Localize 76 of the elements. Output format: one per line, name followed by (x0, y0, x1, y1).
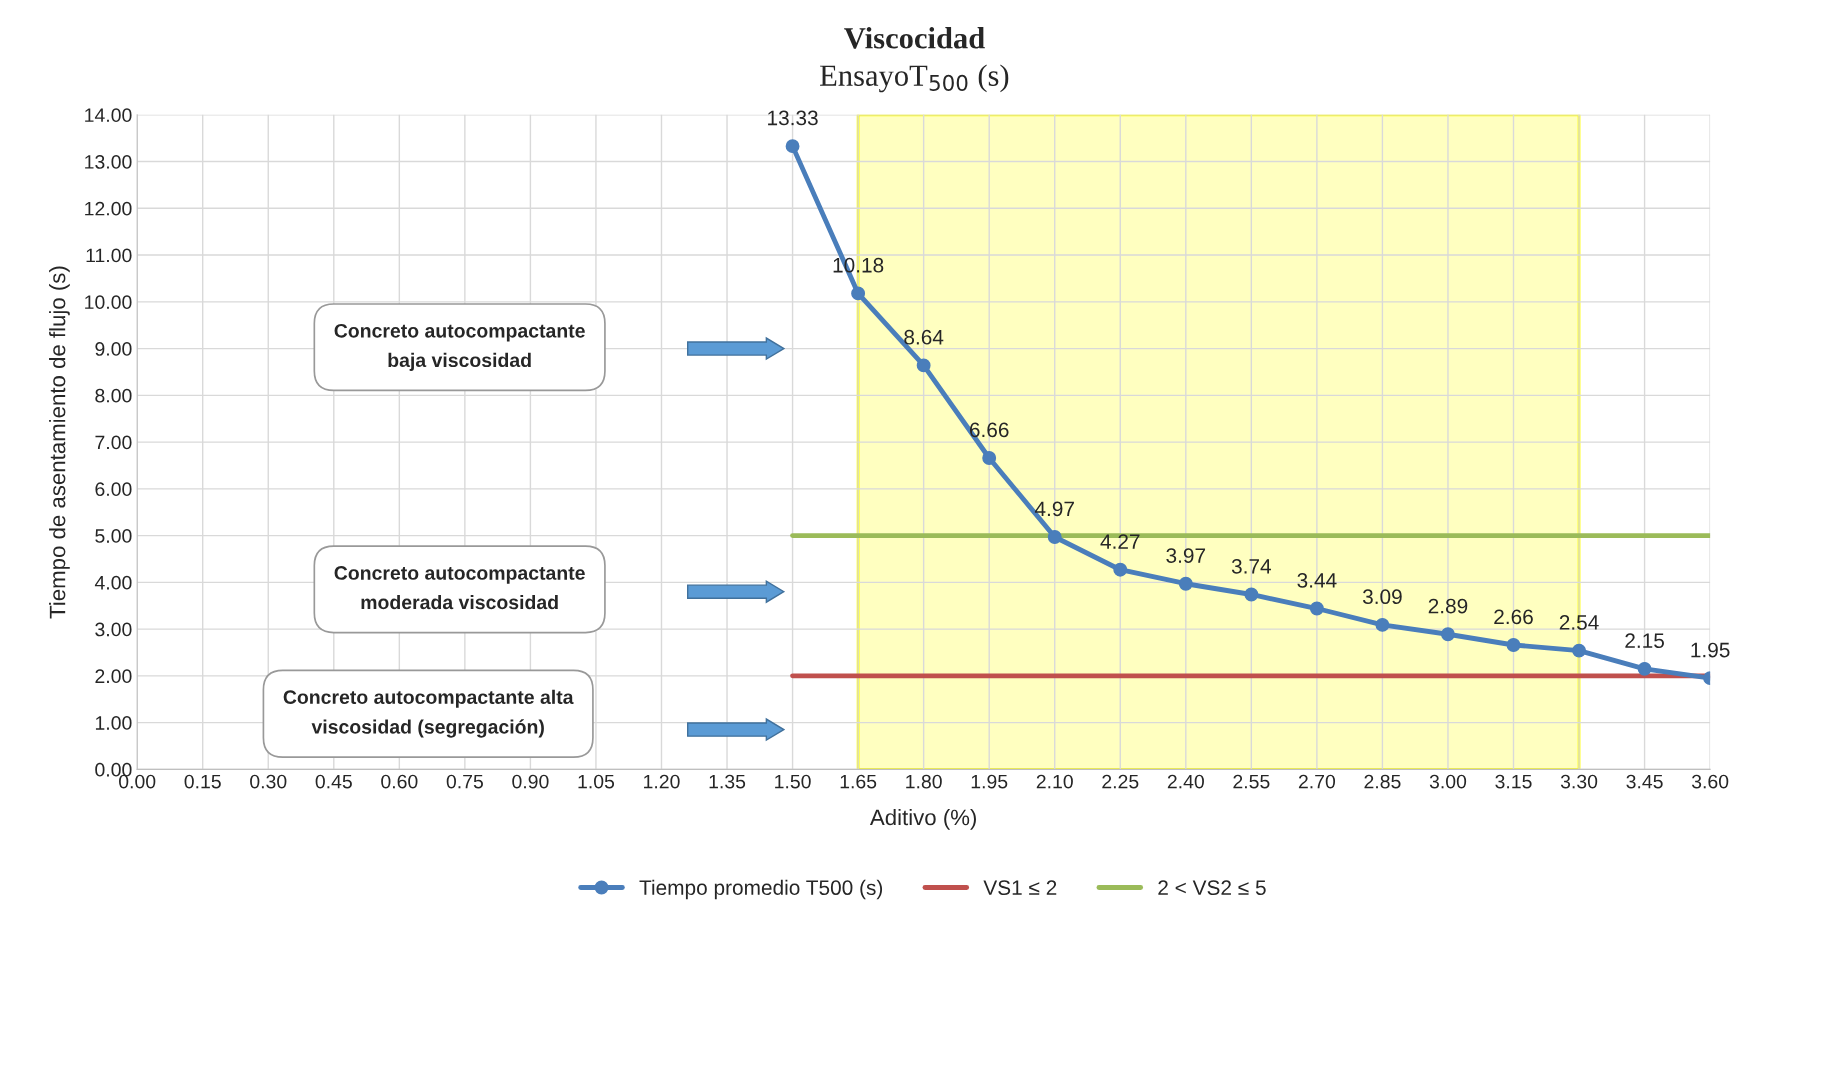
x-tick-label: 2.40 (1167, 774, 1204, 789)
x-tick-label: 3.15 (1495, 774, 1532, 789)
data-label: 2.54 (1559, 615, 1599, 630)
x-tick-label: 0.15 (184, 774, 221, 789)
x-tick-label: 0.30 (250, 774, 287, 789)
data-label: 3.97 (1166, 548, 1206, 563)
data-label: 2.15 (1625, 633, 1664, 649)
x-tick-label: 3.00 (1429, 774, 1467, 789)
data-label: 4.97 (1034, 501, 1074, 517)
x-tick-label: 2.70 (1298, 774, 1336, 789)
legend-label: Tiempo promedio T500 (s) (639, 879, 883, 900)
y-tick-label: 6.00 (95, 482, 132, 497)
x-tick-label: 2.10 (1036, 774, 1073, 789)
y-tick-label: 8.00 (95, 388, 132, 403)
data-label: 3.44 (1297, 572, 1337, 588)
y-tick-label: 5.00 (95, 529, 132, 543)
x-tick-label: 3.45 (1626, 774, 1663, 789)
x-tick-label: 1.65 (840, 774, 877, 789)
x-tick-label: 1.50 (775, 774, 811, 789)
point (1572, 643, 1586, 658)
point (1506, 638, 1521, 652)
point (1309, 601, 1324, 616)
legend-label: 2 < VS2 ≤ 5 (1158, 880, 1266, 896)
data-label: 4.27 (1100, 534, 1140, 549)
point (916, 358, 931, 373)
x-tick-label: 0.75 (446, 774, 483, 789)
annotation: Concreto autocompactante baja viscosidad (334, 323, 585, 371)
data-label: 6.66 (969, 422, 1009, 438)
data-label: 3.74 (1231, 558, 1272, 574)
x-tick-label: 1.05 (578, 774, 615, 789)
y-tick-label: 9.00 (95, 342, 132, 356)
y-axis-title: Tiempo de asentamiento de flujo (s) (49, 266, 70, 619)
y-tick-label: 4.00 (94, 575, 132, 590)
x-tick-label: 0.60 (381, 774, 418, 789)
y-tick-label: 14.00 (85, 108, 132, 123)
data-label: 13.33 (768, 110, 818, 126)
point (1047, 530, 1062, 544)
y-tick-label: 11.00 (86, 248, 132, 263)
point (851, 286, 866, 301)
data-label: 2.66 (1494, 609, 1533, 625)
x-tick-label: 3.60 (1691, 774, 1729, 789)
y-tick-label: 1.00 (95, 716, 132, 730)
x-tick-label: 1.95 (971, 774, 1008, 789)
point (1244, 587, 1259, 602)
x-tick-label: 0.90 (512, 774, 549, 789)
x-tick-label: 1.35 (709, 774, 746, 789)
annotation: Concreto autocompactante alta viscosidad (segregación) (283, 689, 574, 738)
point (1637, 661, 1652, 676)
point (1375, 617, 1390, 632)
y-tick-label: 7.00 (95, 435, 132, 450)
legend-label: VS1 ≤ 2 (983, 880, 1057, 896)
y-tick-label: 3.00 (95, 622, 132, 637)
data-label: 1.95 (1691, 642, 1730, 658)
x-tick-label: 3.30 (1560, 774, 1598, 789)
x-tick-label: 0.45 (315, 774, 352, 789)
data-label: 8.64 (904, 329, 944, 345)
data-label: 3.09 (1362, 589, 1402, 605)
x-tick-label: 2.55 (1233, 774, 1270, 789)
x-axis-title: Aditivo (%) (869, 808, 976, 830)
point (785, 139, 800, 154)
annotation: Concreto autocompactante moderada viscosidad (334, 566, 585, 610)
data-label: 2.89 (1428, 598, 1468, 614)
chart-subtitle: EnsayoT$_{500}$ (s) (820, 64, 1009, 93)
point (1178, 576, 1193, 591)
y-tick-label: 2.00 (95, 669, 132, 684)
x-tick-label: 1.20 (644, 774, 680, 789)
point (1113, 562, 1128, 577)
x-tick-label: 1.80 (906, 774, 942, 789)
y-tick-label: 13.00 (85, 155, 132, 169)
x-tick-label: 2.85 (1364, 774, 1401, 789)
y-tick-label: 10.00 (85, 295, 132, 310)
x-tick-label: 2.25 (1102, 774, 1139, 789)
y-tick-label: 12.00 (85, 201, 132, 216)
point (982, 451, 997, 465)
chart-title: Viscocidad (844, 27, 985, 49)
point (1441, 627, 1455, 642)
